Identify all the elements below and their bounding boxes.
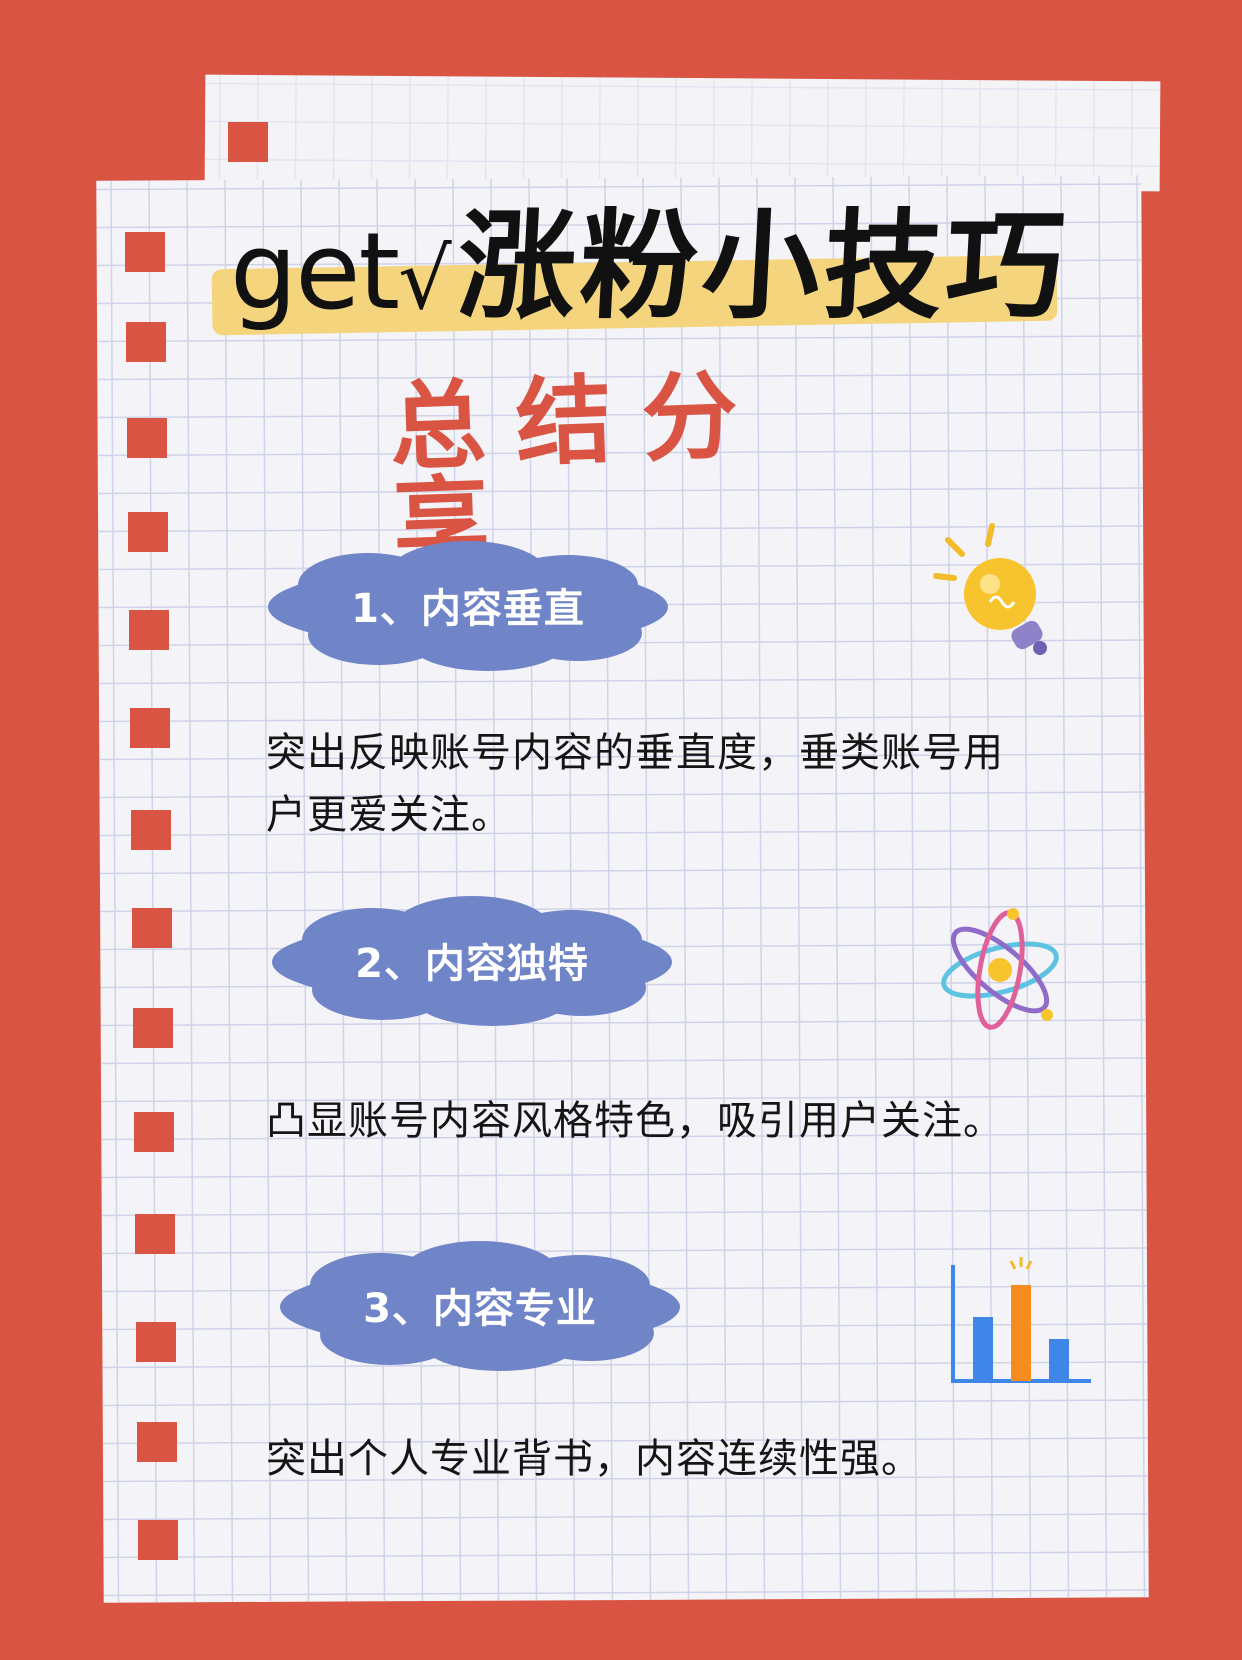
- section-body: 突出个人专业背书，内容连续性强。: [266, 1436, 922, 1482]
- binder-hole: [228, 122, 268, 162]
- section-body: 凸显账号内容风格特色，吸引用户关注。: [266, 1098, 1004, 1144]
- section-heading-cloud: 2、内容独特: [262, 890, 682, 1030]
- binder-hole: [131, 810, 171, 850]
- cloud-shape: [280, 1241, 680, 1371]
- section-heading-cloud: 1、内容垂直: [258, 535, 678, 675]
- section-body: 突出反映账号内容的垂直度，垂类账号用户更爱关注。: [266, 730, 1004, 838]
- cloud-shape: [272, 896, 672, 1026]
- section-heading: 1、内容垂直: [351, 586, 585, 632]
- section-heading-cloud: 3、内容专业: [270, 1235, 690, 1375]
- check-mark: √: [398, 230, 452, 328]
- binder-hole: [127, 418, 167, 458]
- section-heading: 2、内容独特: [355, 941, 589, 987]
- title-prefix: get: [230, 210, 400, 333]
- binder-hole: [129, 610, 169, 650]
- binder-hole: [125, 232, 165, 272]
- title-main: 涨粉小技巧: [453, 197, 1072, 335]
- binder-hole: [137, 1422, 177, 1462]
- page-subtitle: 总结分享: [387, 358, 770, 580]
- section-heading: 3、内容专业: [363, 1286, 597, 1332]
- binder-hole: [135, 1214, 175, 1254]
- bar-chart-icon: [945, 1255, 1095, 1389]
- binder-hole: [128, 512, 168, 552]
- cloud-shape: [268, 541, 668, 671]
- binder-hole: [133, 1008, 173, 1048]
- atom-icon: [935, 905, 1065, 1039]
- binder-hole: [134, 1112, 174, 1152]
- binder-hole: [126, 322, 166, 362]
- binder-hole: [130, 708, 170, 748]
- page-title: get √ 涨粉小技巧: [230, 185, 1130, 335]
- binder-hole: [138, 1520, 178, 1560]
- binder-hole: [136, 1322, 176, 1362]
- paper-back-grid: [204, 74, 1161, 192]
- lightbulb-icon: [930, 520, 1060, 664]
- binder-hole: [132, 908, 172, 948]
